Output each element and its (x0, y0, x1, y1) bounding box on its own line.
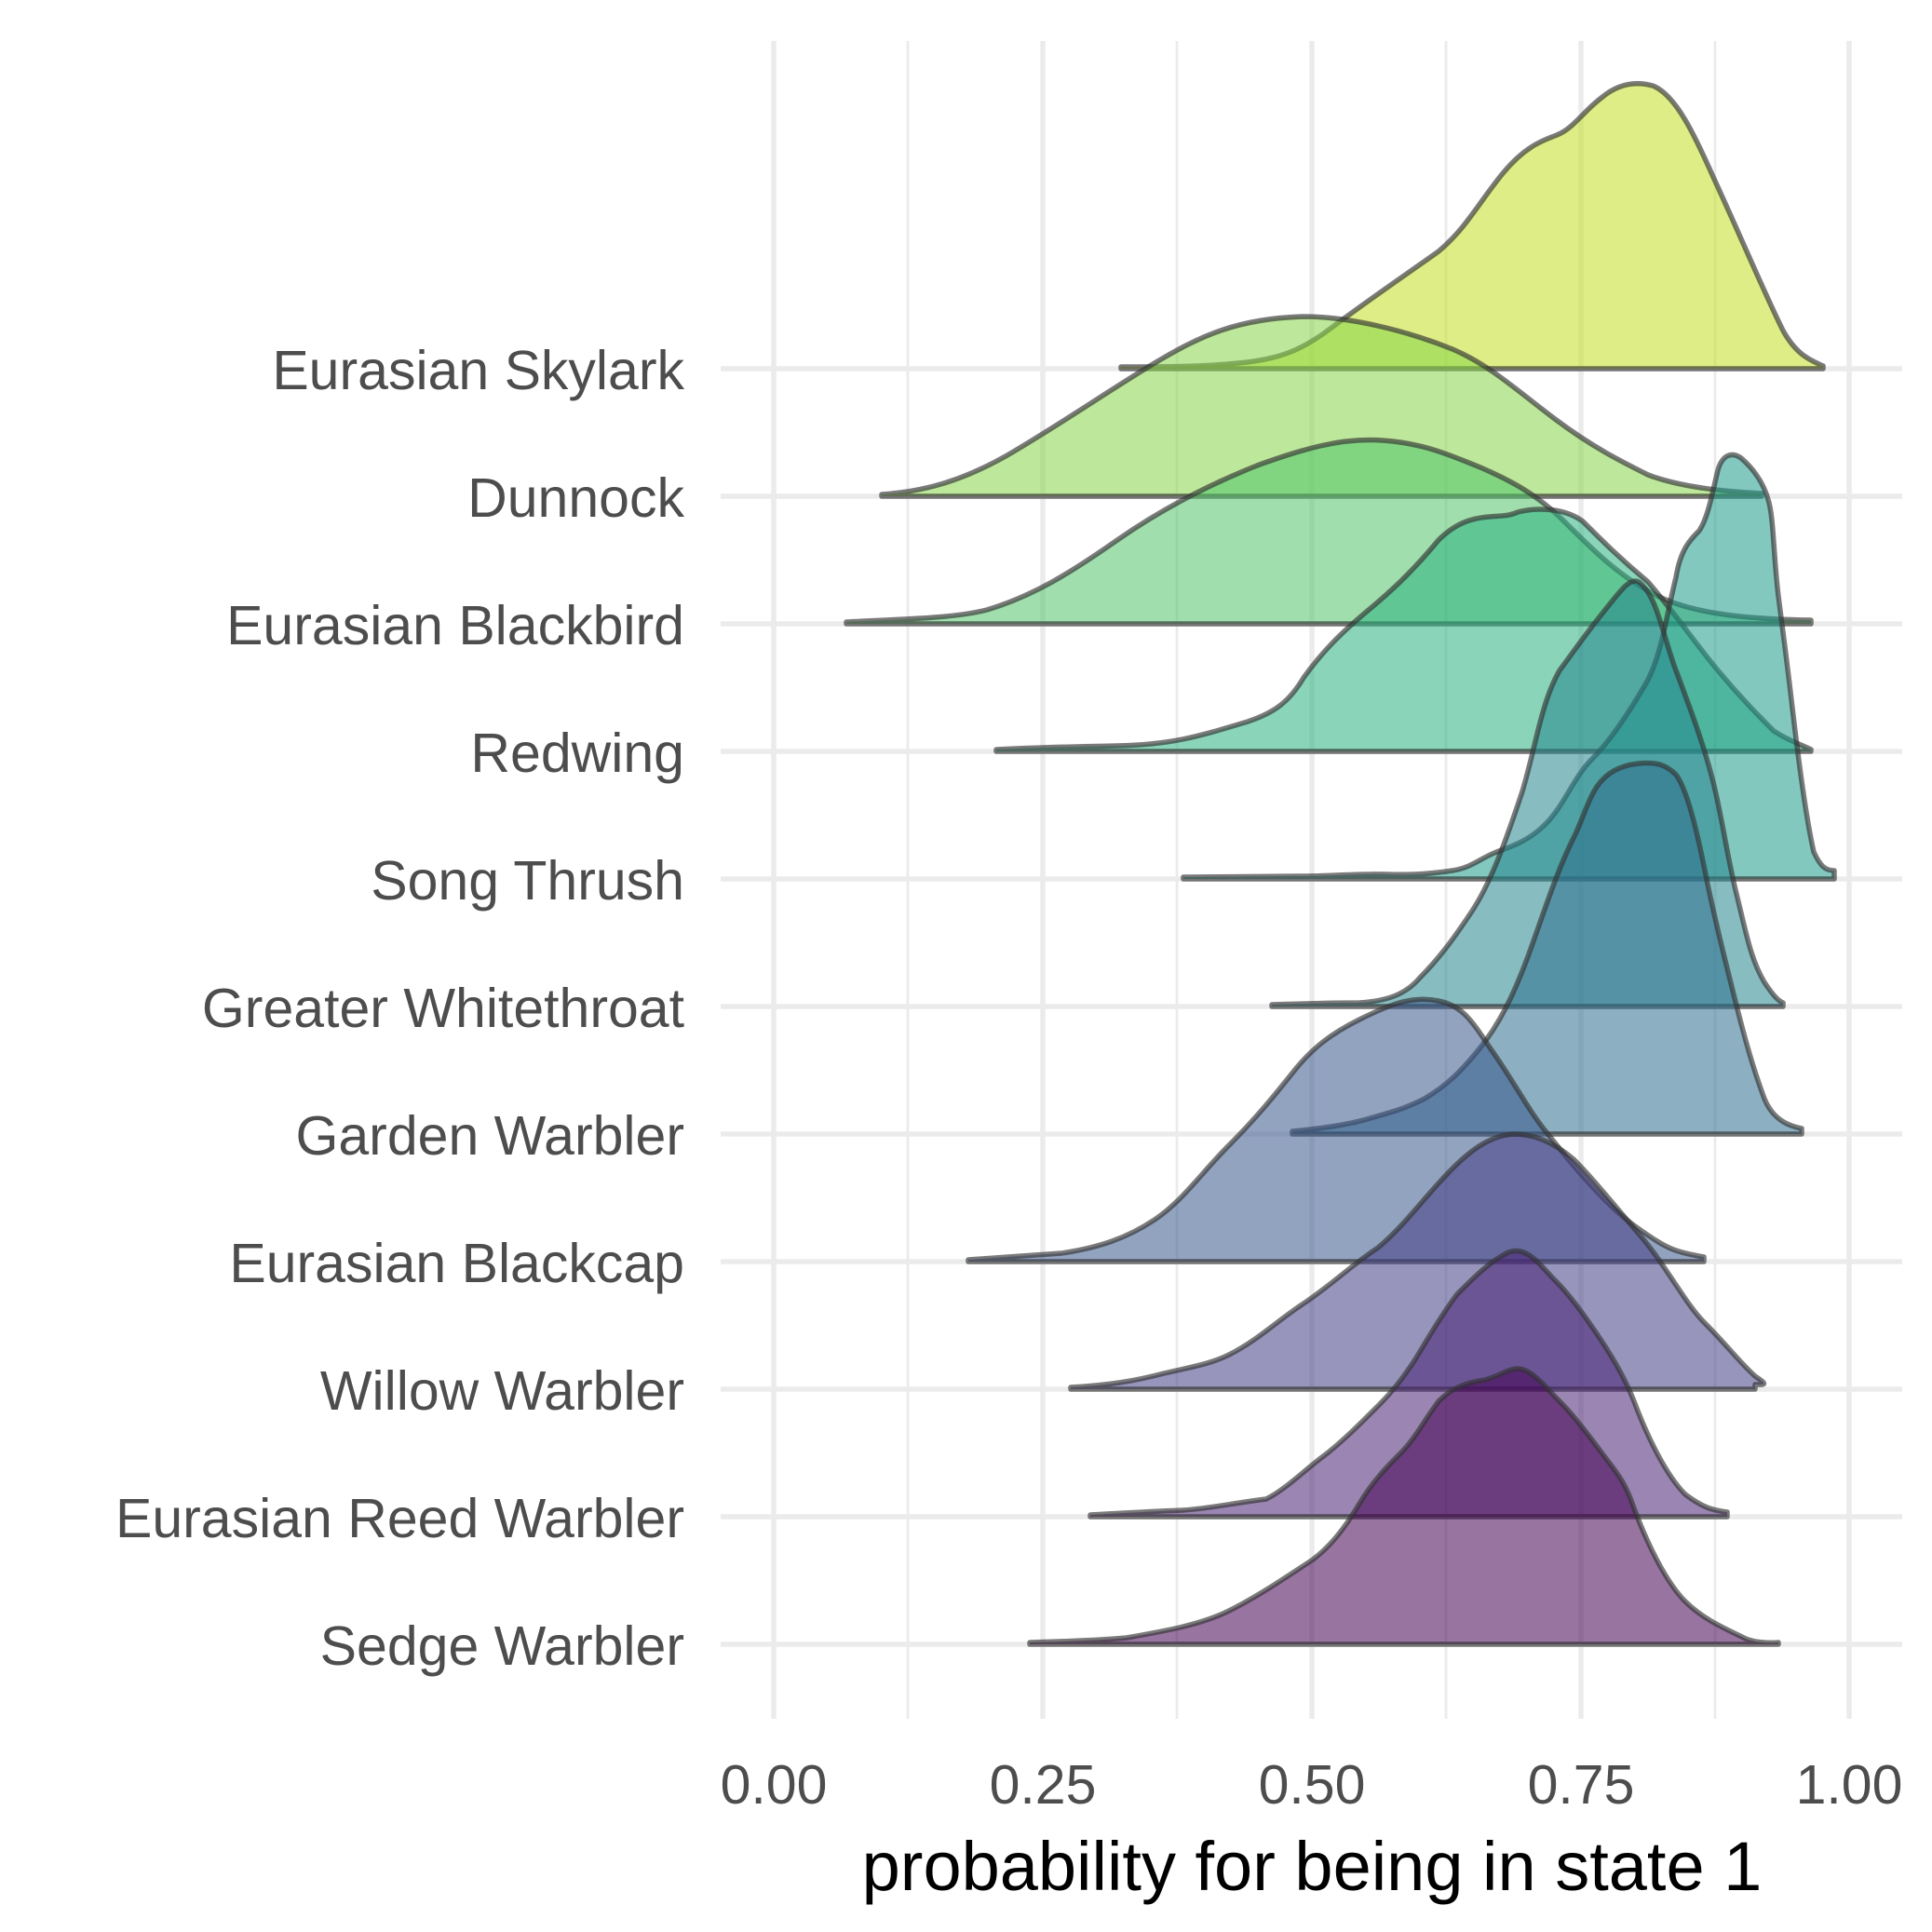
y-label-eurasian-skylark: Eurasian Skylark (272, 340, 684, 401)
y-label-eurasian-reed-warbler: Eurasian Reed Warbler (115, 1488, 684, 1549)
y-label-greater-whitethroat: Greater Whitethroat (202, 978, 684, 1039)
y-label-song-thrush: Song Thrush (371, 850, 684, 912)
x-tick-4: 1.00 (1796, 1754, 1903, 1816)
ridge-eurasian-skylark (1118, 81, 1826, 372)
y-label-redwing: Redwing (470, 723, 684, 784)
x-axis-title: probability for being in state 1 (862, 1828, 1763, 1905)
y-label-willow-warbler: Willow Warbler (320, 1360, 684, 1422)
x-tick-2: 0.50 (1259, 1754, 1366, 1816)
ridge-sedge-warbler (1027, 1366, 1781, 1647)
x-axis-tick-labels: 0.00 0.25 0.50 0.75 1.00 (721, 1754, 1903, 1816)
ridge-dunnock (879, 314, 1764, 499)
x-tick-3: 0.75 (1528, 1754, 1635, 1816)
y-label-eurasian-blackcap: Eurasian Blackcap (229, 1233, 684, 1294)
x-tick-1: 0.25 (990, 1754, 1097, 1816)
x-tick-0: 0.00 (721, 1754, 828, 1816)
y-label-garden-warbler: Garden Warbler (295, 1105, 684, 1167)
ridges (844, 81, 1837, 1647)
y-label-eurasian-blackbird: Eurasian Blackbird (226, 595, 684, 656)
y-label-sedge-warbler: Sedge Warbler (320, 1615, 684, 1677)
y-label-dunnock: Dunnock (467, 467, 684, 529)
y-axis-labels: Eurasian Skylark Dunnock Eurasian Blackb… (115, 340, 685, 1677)
